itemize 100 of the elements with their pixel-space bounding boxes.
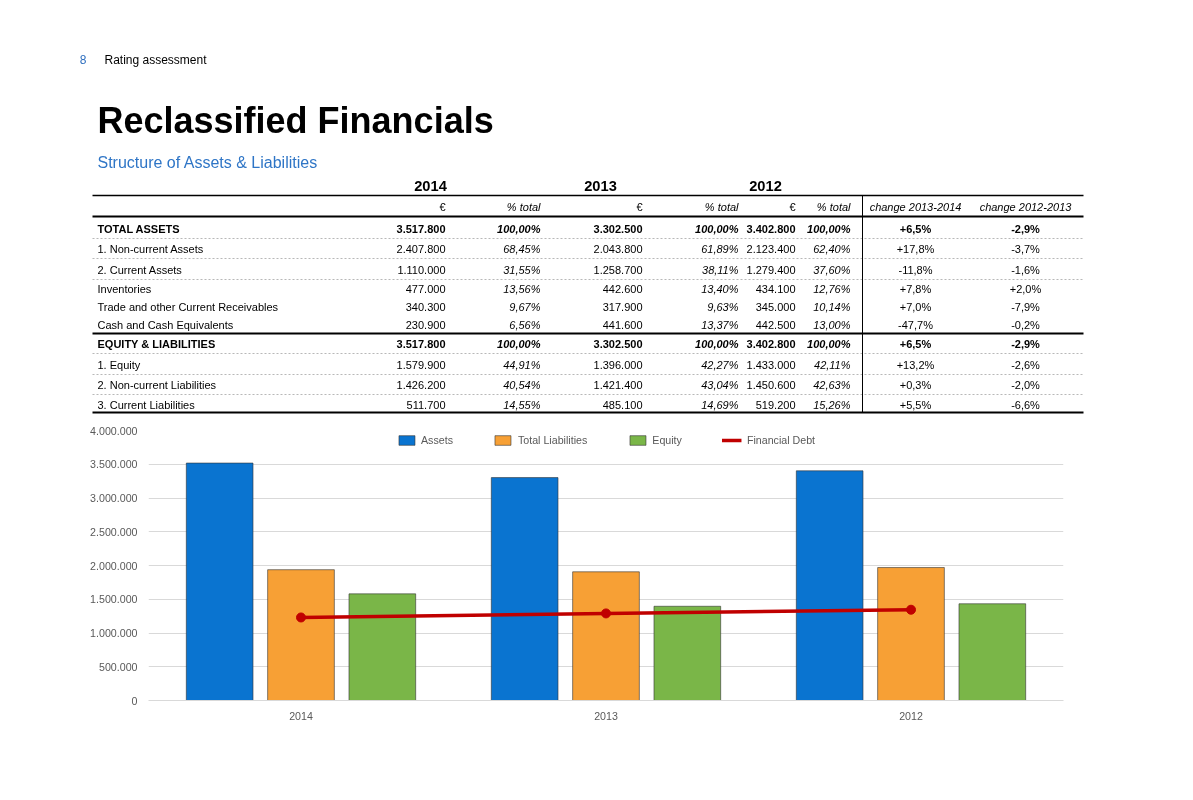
text: 15,26% [813, 398, 851, 411]
text: 2.407.800 [396, 242, 446, 255]
category-label: 1. Equity [97, 358, 141, 371]
text: +6,5% [899, 337, 932, 350]
text: 14,55% [503, 398, 541, 411]
x-tick-label: 2013 [594, 709, 618, 722]
category-label: % total [816, 200, 852, 213]
category-label: Trade and other Current Receivables [97, 300, 279, 313]
text: 1.433.000 [746, 358, 796, 371]
text: +7,0% [899, 300, 932, 313]
text: 100,00% [807, 222, 851, 235]
text: 13,37% [701, 318, 739, 331]
text: Structure of Assets & Liabilities [97, 154, 318, 171]
category-label: change 2012-2013 [979, 200, 1073, 213]
text: -2,9% [1011, 337, 1040, 350]
text: 2014 [414, 177, 448, 194]
text: 13,00% [813, 318, 851, 331]
text: 434.100 [755, 282, 796, 295]
text: +7,8% [899, 282, 932, 295]
bar [796, 470, 864, 701]
text: 8 [79, 53, 87, 67]
category-label: TOTAL ASSETS [97, 222, 180, 235]
text: 2012 [749, 177, 782, 194]
text: +13,2% [896, 358, 935, 371]
text: 100,00% [695, 337, 739, 350]
x-tick-label: 2012 [899, 709, 923, 722]
text: 9,67% [509, 300, 541, 313]
text: -47,7% [898, 318, 933, 331]
category-label: 2. Non-current Liabilities [97, 378, 217, 391]
category-label: 1. Non-current Assets [97, 242, 204, 255]
text: 10,14% [813, 300, 851, 313]
text: 1.421.400 [593, 378, 643, 391]
category-label: Inventories [97, 282, 152, 295]
text: 13,56% [503, 282, 541, 295]
text: 1.579.900 [396, 358, 446, 371]
text: 3.517.800 [396, 337, 446, 350]
category-label: % total [704, 200, 740, 213]
text: +0,3% [899, 378, 932, 391]
text: 317.900 [602, 300, 643, 313]
y-tick-label: 0 [131, 694, 138, 707]
category-label: % total [506, 200, 542, 213]
text: 62,40% [813, 242, 851, 255]
text: 1.396.000 [593, 358, 643, 371]
category-label: change 2013-2014 [869, 200, 962, 213]
text: -1,6% [1011, 263, 1040, 276]
text: -2,9% [1011, 222, 1040, 235]
y-tick-label: 500.000 [98, 660, 138, 673]
text: 6,56% [509, 318, 541, 331]
y-tick-label: 3.500.000 [90, 458, 138, 471]
y-tick-label: 2.000.000 [90, 559, 138, 572]
text: 43,04% [701, 378, 739, 391]
text: 42,11% [814, 358, 851, 371]
legend-label: Equity [652, 434, 682, 446]
text: -6,6% [1011, 398, 1040, 411]
category-label: EQUITY & LIABILITIES [97, 337, 216, 350]
legend-label: Financial Debt [746, 434, 816, 446]
text: 1.279.400 [746, 263, 796, 276]
text: 477.000 [405, 282, 446, 295]
text: 2013 [584, 177, 617, 194]
text: 519.200 [755, 398, 796, 411]
text: 100,00% [695, 222, 739, 235]
text: 2.043.800 [593, 242, 643, 255]
text: 37,60% [813, 263, 851, 276]
y-tick-label: 4.000.000 [90, 424, 138, 437]
text: 345.000 [755, 300, 796, 313]
bar [348, 593, 416, 701]
y-tick-label: 1.000.000 [90, 627, 138, 639]
text: 100,00% [807, 337, 851, 350]
category-label: € [636, 200, 643, 213]
legend-label: Assets [420, 434, 453, 446]
text: 3.302.500 [593, 222, 643, 235]
text: -2,0% [1011, 378, 1040, 391]
text: 511.700 [406, 398, 446, 411]
text: -2,6% [1011, 358, 1040, 371]
text: 230.900 [405, 318, 446, 331]
text: 100,00% [497, 337, 541, 350]
text: 442.600 [602, 282, 643, 295]
text: Rating assessment [104, 52, 208, 67]
category-label: 2. Current Assets [97, 263, 182, 276]
bar [877, 567, 945, 701]
text: 42,63% [813, 378, 851, 391]
y-tick-label: 3.000.000 [90, 492, 138, 504]
bar [491, 477, 559, 701]
text: 2.123.400 [746, 242, 796, 255]
text: +17,8% [896, 242, 935, 255]
text: 68,45% [503, 242, 541, 255]
text: -11,8% [898, 263, 933, 276]
text: 1.426.200 [396, 378, 446, 391]
text: 3.402.800 [746, 222, 796, 235]
text: 442.500 [755, 318, 796, 331]
text: -0,2% [1011, 318, 1040, 331]
text: 1.450.600 [746, 378, 796, 391]
text: 9,63% [707, 300, 739, 313]
category-label: € [789, 200, 796, 213]
x-tick-label: 2014 [289, 709, 313, 722]
text: 61,89% [701, 242, 739, 255]
y-tick-label: 2.500.000 [90, 525, 138, 538]
category-label: € [439, 200, 446, 213]
text: 1.258.700 [593, 263, 643, 276]
text: 3.402.800 [746, 337, 796, 350]
